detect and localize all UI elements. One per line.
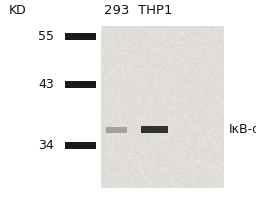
Bar [65, 81, 96, 88]
Bar [65, 33, 96, 40]
Text: 55: 55 [38, 30, 54, 43]
Bar [106, 127, 127, 133]
Bar [141, 126, 168, 133]
Text: 43: 43 [38, 78, 54, 91]
Text: 34: 34 [38, 139, 54, 152]
Text: IκB-α: IκB-α [229, 123, 256, 136]
Text: THP1: THP1 [138, 4, 172, 17]
Text: KD: KD [9, 4, 27, 17]
Bar [65, 142, 96, 149]
Text: 293: 293 [104, 4, 129, 17]
